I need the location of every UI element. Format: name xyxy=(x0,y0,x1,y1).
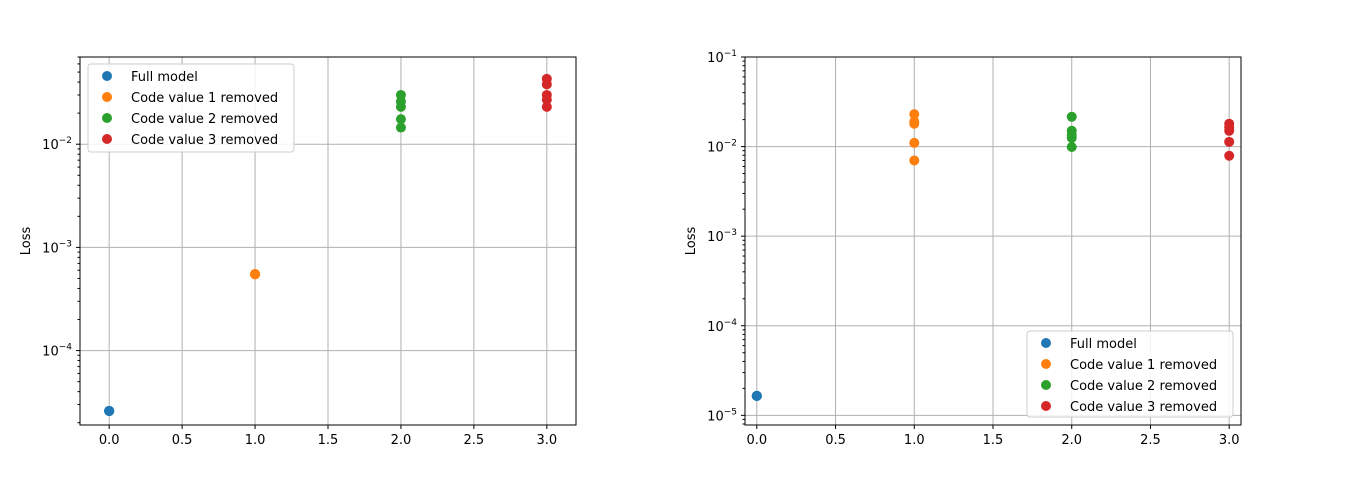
series-1-points xyxy=(751,390,762,401)
y-tick-label: 10−2 xyxy=(707,139,737,156)
y-axis-label: Loss xyxy=(684,227,699,256)
y-tick-label: 10−3 xyxy=(707,228,737,245)
data-point xyxy=(541,94,552,105)
data-point xyxy=(751,390,762,401)
legend-label: Code value 3 removed xyxy=(131,133,278,148)
y-tick-exponent: −4 xyxy=(59,343,73,353)
y-tick-label: 10−3 xyxy=(42,239,72,256)
data-point xyxy=(1224,125,1235,136)
legend-marker xyxy=(102,113,112,123)
series-2-points xyxy=(250,269,261,280)
data-point xyxy=(909,137,920,148)
x-tick-label: 2.0 xyxy=(391,433,412,448)
x-tick-label: 2.5 xyxy=(1140,433,1161,448)
legend-marker xyxy=(1041,359,1051,369)
y-tick-label: 10−1 xyxy=(707,49,737,66)
data-point xyxy=(250,269,261,280)
plot-frame xyxy=(79,56,577,426)
legend-label: Code value 3 removed xyxy=(1070,400,1217,415)
legend-label: Code value 1 removed xyxy=(131,91,278,106)
y-tick-label: 10−4 xyxy=(42,343,72,360)
data-point xyxy=(909,109,920,120)
x-tick-label: 1.0 xyxy=(904,433,925,448)
series-1-points xyxy=(104,405,115,416)
y-tick-exponent: −2 xyxy=(724,139,737,149)
y-tick-exponent: −3 xyxy=(59,239,72,249)
legend-label: Code value 1 removed xyxy=(1070,358,1217,373)
y-axis-label: Loss xyxy=(19,227,34,256)
y-tick-exponent: −3 xyxy=(724,228,737,238)
series-4-points xyxy=(541,73,552,112)
y-tick-exponent: −4 xyxy=(724,318,738,328)
data-point xyxy=(104,405,115,416)
y-tick-exponent: −2 xyxy=(59,136,72,146)
y-tick-base: 10 xyxy=(707,409,724,424)
data-point xyxy=(395,122,406,133)
data-point xyxy=(1066,132,1077,143)
data-point xyxy=(909,155,920,166)
x-tick-label: 1.5 xyxy=(318,433,339,448)
x-tick-label: 0.0 xyxy=(746,433,767,448)
x-tick-label: 2.0 xyxy=(1061,433,1082,448)
legend-marker xyxy=(102,92,112,102)
x-tick-label: 0.5 xyxy=(172,433,193,448)
left-loss-chart: 0.0 0.5 1.0 1.5 2.0 2.5 3.010−410−310−2LossFul… xyxy=(19,56,577,448)
data-point xyxy=(395,114,406,125)
right-loss-chart: 0.0 0.5 1.0 1.5 2.0 2.5 3.010−510−410−310−210−… xyxy=(684,49,1242,448)
y-tick-label: 10−4 xyxy=(707,318,737,335)
data-point xyxy=(1224,150,1235,161)
x-tick-label: 3.0 xyxy=(1219,433,1240,448)
plot-frame xyxy=(744,56,1242,426)
y-tick-base: 10 xyxy=(707,51,724,66)
y-tick-base: 10 xyxy=(42,138,59,153)
y-tick-base: 10 xyxy=(707,141,724,156)
series-3-points xyxy=(395,89,406,133)
data-point xyxy=(541,79,552,90)
legend-marker xyxy=(1041,401,1051,411)
series-3-points xyxy=(1066,111,1077,152)
legend: Full model Code value 1 removed Code value… xyxy=(1026,330,1234,418)
x-tick-label: 2.5 xyxy=(464,433,485,448)
legend-marker xyxy=(102,71,112,81)
data-point xyxy=(541,101,552,112)
legend-marker xyxy=(1041,380,1051,390)
legend-box xyxy=(87,63,295,153)
legend-label: Code value 2 removed xyxy=(1070,379,1217,394)
y-tick-base: 10 xyxy=(707,320,724,335)
data-point xyxy=(395,101,406,112)
y-tick-exponent: −1 xyxy=(724,49,737,59)
data-point xyxy=(1066,111,1077,122)
legend-box xyxy=(1026,330,1234,418)
y-tick-label: 10−5 xyxy=(707,407,737,424)
y-tick-base: 10 xyxy=(42,241,59,256)
y-tick-label: 10−2 xyxy=(42,136,72,153)
data-point xyxy=(1066,141,1077,152)
x-tick-label: 1.0 xyxy=(245,433,266,448)
x-tick-label: 0.5 xyxy=(825,433,846,448)
y-tick-base: 10 xyxy=(707,230,724,245)
x-tick-label: 1.5 xyxy=(983,433,1004,448)
legend-label: Full model xyxy=(1070,337,1137,352)
legend-label: Full model xyxy=(131,70,198,85)
data-point xyxy=(1224,136,1235,147)
legend-marker xyxy=(102,134,112,144)
y-tick-exponent: −5 xyxy=(724,407,737,417)
y-tick-base: 10 xyxy=(42,345,59,360)
x-tick-label: 0.0 xyxy=(99,433,120,448)
series-2-points xyxy=(909,109,920,166)
legend: Full model Code value 1 removed Code value… xyxy=(87,63,295,153)
series-4-points xyxy=(1224,118,1235,161)
x-tick-label: 3.0 xyxy=(536,433,557,448)
legend-marker xyxy=(1041,338,1051,348)
legend-label: Code value 2 removed xyxy=(131,112,278,127)
data-point xyxy=(909,118,920,129)
